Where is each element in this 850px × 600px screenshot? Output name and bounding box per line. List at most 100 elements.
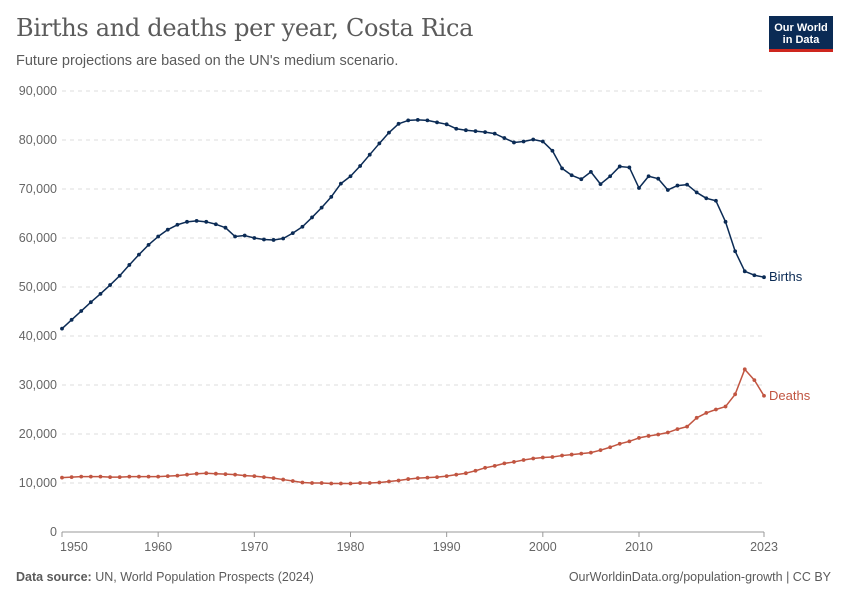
data-point-births [281,236,286,241]
data-point-births [88,300,93,305]
data-point-births [415,118,420,122]
data-source: Data source: UN, World Population Prospe… [16,570,314,584]
data-point-deaths [271,476,276,480]
data-point-deaths [454,472,459,477]
data-point-deaths [492,463,497,468]
axes: 0 10,000 20,000 30,000 40,000 50,000 60,000 70,… [19,84,778,554]
data-point-deaths [310,481,314,485]
data-point-deaths [752,378,757,382]
data-point-births [406,118,411,123]
data-point-deaths [396,478,401,483]
grid-lines [62,90,764,484]
data-point-deaths [435,475,439,480]
data-point-births [704,196,709,201]
data-point-births [752,273,757,278]
data-point-deaths [98,474,103,479]
data-point-deaths [675,427,680,431]
data-point-births [685,182,689,187]
data-point-births [387,130,391,135]
data-point-births [637,186,641,190]
data-point-deaths [742,367,747,372]
data-point-deaths [79,474,84,479]
data-point-deaths [627,439,632,444]
data-point-births [242,233,247,238]
data-point-births [569,173,574,178]
y-tick-label: 0 [50,525,57,539]
data-point-births [175,222,180,227]
data-point-deaths [714,407,718,412]
x-tick-label: 1950 [60,540,88,554]
data-point-deaths [762,393,766,398]
series-label-deaths: Deaths [769,388,811,403]
data-point-births [329,194,334,199]
data-point-deaths [521,458,526,462]
series-deaths: Deaths [60,367,811,486]
x-tick-label: 2000 [529,540,557,554]
x-tick-label: 1980 [337,540,365,554]
data-point-births [146,242,151,247]
data-point-deaths [88,474,93,479]
data-point-births [262,237,266,242]
source-url-link[interactable]: OurWorldinData.org/population-growth | C… [568,570,831,584]
series-line-births [61,119,765,330]
data-point-deaths [377,480,382,485]
data-point-deaths [156,474,161,479]
data-point-births [560,166,564,171]
data-point-deaths [242,473,247,478]
data-point-deaths [117,475,122,480]
data-point-deaths [502,461,507,466]
series-births: Births [60,118,803,331]
owid-logo[interactable]: Our World in Data [769,16,833,52]
data-point-births [714,198,718,203]
data-point-births [463,128,468,133]
data-point-births [762,275,766,280]
data-point-births [502,136,507,140]
data-point-births [213,222,218,227]
y-tick-label: 50,000 [19,280,57,294]
data-point-deaths [589,450,593,455]
data-point-deaths [694,415,699,420]
data-point-births [733,249,738,254]
data-point-births [223,225,228,230]
data-point-deaths [550,455,555,459]
y-tick-label: 60,000 [19,231,57,245]
series-line-deaths [61,368,765,485]
data-point-births [204,219,209,224]
data-point-deaths [473,468,478,473]
data-point-deaths [531,456,536,461]
data-point-births [252,236,257,240]
data-point-deaths [665,430,670,435]
data-point-deaths [300,480,305,485]
y-tick-label: 20,000 [19,427,57,441]
data-point-deaths [290,479,295,483]
data-point-births [108,283,112,287]
data-point-births [319,205,324,210]
data-point-births [608,174,613,179]
data-point-births [550,148,555,153]
y-tick-label: 40,000 [19,329,57,343]
data-point-deaths [685,424,689,429]
data-point-births [348,174,353,179]
data-point-deaths [69,475,74,480]
data-point-deaths [319,481,324,485]
data-point-deaths [483,465,488,470]
data-point-deaths [598,448,603,453]
data-point-births [194,218,199,223]
data-point-births [617,164,622,169]
data-point-deaths [723,404,728,409]
x-tick-label: 2023 [750,540,778,554]
y-tick-label: 80,000 [19,133,57,147]
data-point-births [723,219,728,224]
y-tick-label: 70,000 [19,182,57,196]
data-point-births [473,129,478,134]
data-point-deaths [127,474,132,479]
data-point-deaths [617,441,622,446]
data-point-births [512,140,516,145]
data-point-deaths [194,471,199,476]
y-tick-label: 90,000 [19,84,57,98]
data-point-births [60,326,64,331]
data-point-deaths [560,453,564,458]
x-tick-label: 1960 [144,540,172,554]
data-point-births [444,122,449,127]
